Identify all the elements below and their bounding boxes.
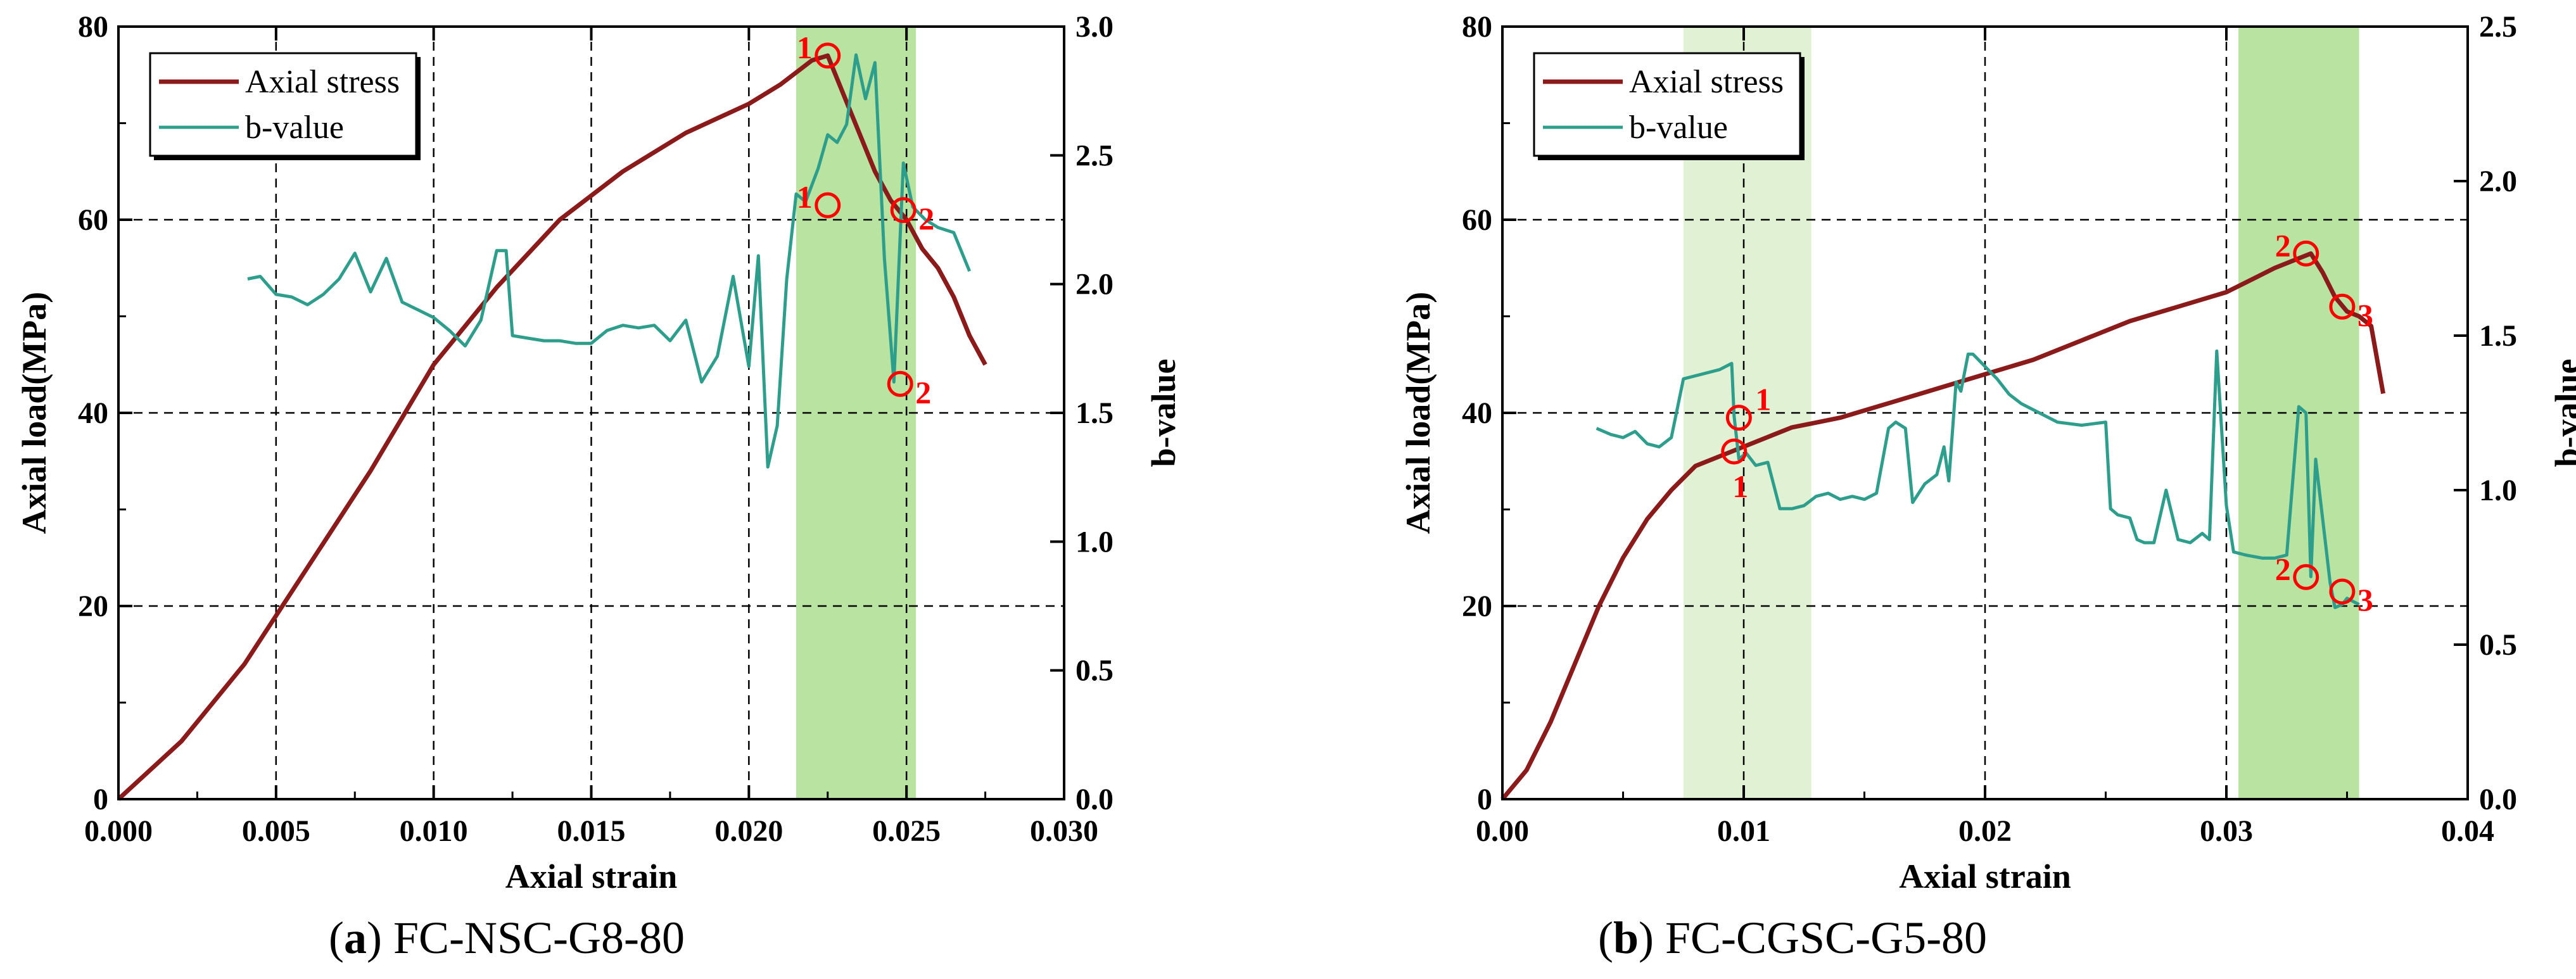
a-legend-shadow-right [416, 57, 421, 160]
panel-label-b: b [1613, 913, 1639, 963]
a-y-tick-label-2: 40 [78, 396, 108, 430]
a-y2-axis-title: b-value [1145, 358, 1183, 467]
b-marker-circle-3 [2329, 293, 2356, 320]
b-y-tick-label-4: 80 [1462, 10, 1492, 44]
b-marker-circle-5 [2329, 578, 2356, 605]
b-y-axis-title: Axial load(MPa) [1399, 292, 1437, 534]
a-x-tick-label-0: 0.000 [84, 814, 153, 848]
b-legend-shadow-right [1800, 57, 1805, 160]
b-legend-box [1533, 52, 1801, 157]
a-x-tick-label-2: 0.010 [400, 814, 468, 848]
b-y-tick-label-2: 40 [1462, 396, 1492, 430]
a-legend-label-b-value: b-value [245, 110, 344, 146]
caption-b: (b) FC-CGSC-G5-80 [1597, 913, 1988, 963]
b-series-b-value-line [1596, 349, 2360, 609]
a-y2-tick-label-3: 1.5 [1075, 396, 1114, 430]
a-marker-circle-3 [887, 370, 913, 397]
b-x-axis-title: Axial strain [1899, 857, 2071, 895]
b-y2-tick-label-2: 1.0 [2479, 474, 2517, 507]
a-x-tick-label-3: 0.015 [557, 814, 626, 848]
b-marker-label-1: 1 [1755, 382, 1771, 417]
a-y2-tick-label-0: 0.0 [1075, 783, 1114, 816]
panel-a: 1 1 2 2 0.000 0.005 0.010 0.015 0.020 0.025 0.030 0… [0, 0, 1288, 976]
b-marker-label-0: 1 [1732, 469, 1748, 504]
b-y-tick-label-1: 20 [1462, 590, 1492, 623]
a-series-axial-stress-line [117, 53, 987, 801]
b-x-tick-label-3: 0.03 [2200, 814, 2253, 848]
a-marker-circle-0 [815, 42, 841, 69]
a-y2-tick-label-6: 3.0 [1075, 10, 1114, 44]
a-y2-tick-label-5: 2.5 [1075, 139, 1114, 172]
b-marker-label-3: 3 [2357, 297, 2373, 332]
a-marker-label-0: 1 [797, 30, 813, 65]
b-x-tick-label-2: 0.02 [1958, 814, 2012, 848]
b-y-tick-label-0: 0 [1477, 783, 1492, 816]
b-marker-circle-2 [2293, 240, 2319, 267]
a-y-tick-label-1: 20 [78, 590, 108, 623]
a-x-tick-label-6: 0.030 [1030, 814, 1098, 848]
b-x-tick-label-4: 0.04 [2441, 814, 2494, 848]
b-y2-tick-label-4: 2.0 [2479, 165, 2517, 198]
b-marker-circle-0 [1721, 438, 1748, 465]
a-series-b-value-line [247, 53, 972, 469]
a-marker-label-3: 2 [915, 374, 931, 410]
a-marker-label-1: 1 [797, 179, 813, 215]
b-y2-tick-label-5: 2.5 [2479, 10, 2517, 44]
a-y2-tick-label-1: 0.5 [1075, 654, 1114, 688]
a-legend-label-axial-stress: Axial stress [245, 64, 400, 100]
panel-b: 1 1 2 3 2 3 0.00 0.01 0.02 0.03 0.04 0 20 40 60 80 0.0 0.… [1288, 0, 2576, 976]
b-marker-label-5: 3 [2357, 582, 2373, 617]
a-marker-circle-1 [815, 192, 841, 218]
b-x-tick-label-1: 0.01 [1717, 814, 1770, 848]
b-y2-tick-label-3: 1.5 [2479, 319, 2517, 353]
b-marker-label-4: 2 [2275, 551, 2291, 586]
a-y-axis-title: Axial load(MPa) [15, 292, 53, 534]
b-series-axial-stress-line [1501, 251, 2386, 801]
b-legend-shadow-bottom [1538, 156, 1805, 160]
b-legend-label-b-value: b-value [1629, 110, 1728, 146]
a-marker-label-2: 2 [918, 201, 934, 236]
b-y2-tick-label-0: 0.0 [2479, 783, 2517, 816]
panel-label-a: a [343, 913, 367, 963]
b-y-tick-label-3: 60 [1462, 203, 1492, 237]
a-y2-tick-label-2: 1.0 [1075, 525, 1114, 559]
caption-text-a: FC-NSC-G8-80 [393, 913, 685, 963]
a-y-tick-label-0: 0 [93, 783, 108, 816]
a-legend-box [149, 52, 417, 157]
a-x-tick-label-1: 0.005 [242, 814, 310, 848]
a-y2-tick-label-4: 2.0 [1075, 268, 1114, 301]
a-legend-shadow-bottom [154, 156, 421, 160]
caption-a: (a) FC-NSC-G8-80 [328, 913, 685, 963]
a-x-tick-label-5: 0.025 [872, 814, 941, 848]
b-y2-axis-title: b-value [2548, 358, 2576, 467]
a-y-tick-label-4: 80 [78, 10, 108, 44]
b-y2-tick-label-1: 0.5 [2479, 628, 2517, 662]
caption-text-b: FC-CGSC-G5-80 [1665, 913, 1988, 963]
a-x-axis-title: Axial strain [505, 857, 678, 895]
b-x-tick-label-0: 0.00 [1476, 814, 1529, 848]
b-marker-label-2: 2 [2275, 227, 2291, 263]
a-marker-circle-2 [890, 197, 917, 224]
b-legend-label-axial-stress: Axial stress [1629, 64, 1784, 100]
a-x-tick-label-4: 0.020 [714, 814, 783, 848]
b-marker-circle-1 [1725, 405, 1752, 431]
a-y-tick-label-3: 60 [78, 203, 108, 237]
b-marker-circle-4 [2293, 564, 2319, 590]
chart-b: 1 1 2 3 2 3 0.00 0.01 0.02 0.03 0.04 0 20 40 60 80 0.0 0.… [1399, 10, 2576, 895]
